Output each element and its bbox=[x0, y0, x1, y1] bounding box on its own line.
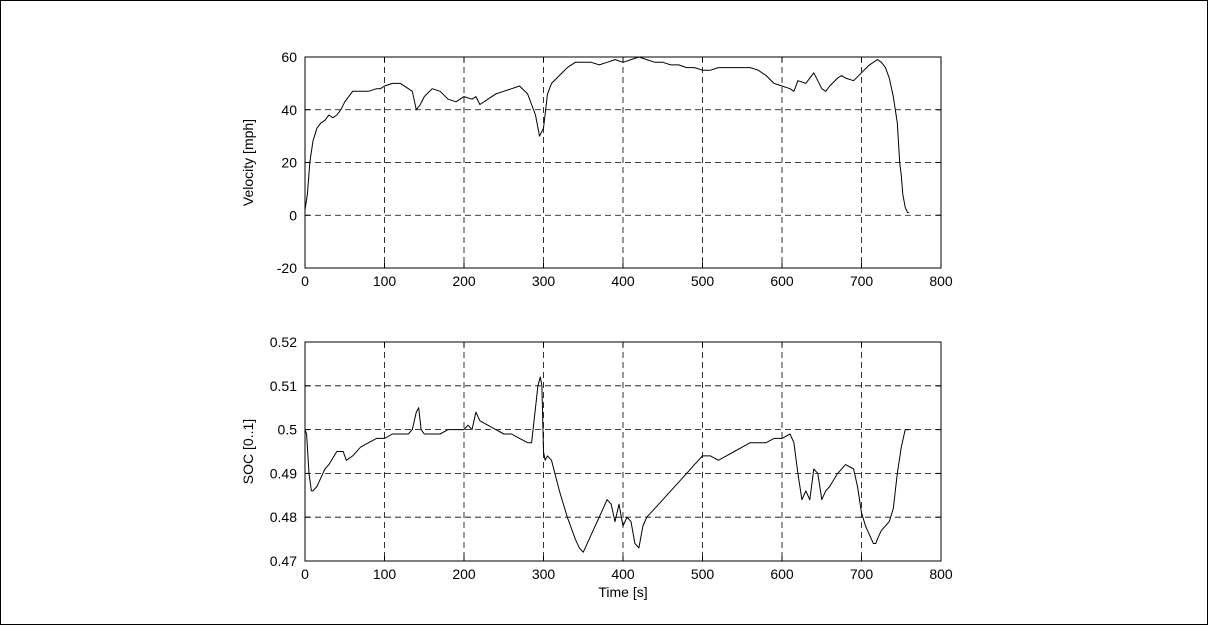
soc-xlabel: Time [s] bbox=[598, 584, 647, 600]
soc-ytick-label: 0.52 bbox=[270, 334, 297, 350]
velocity-ytick-label: 0 bbox=[289, 207, 297, 223]
soc-ylabel: SOC [0..1] bbox=[240, 419, 256, 484]
velocity-xtick-label: 700 bbox=[850, 273, 874, 289]
soc-ytick-label: 0.48 bbox=[270, 509, 297, 525]
soc-xtick-label: 500 bbox=[691, 566, 715, 582]
soc-ytick-label: 0.47 bbox=[270, 553, 297, 569]
velocity-ytick-label: -20 bbox=[277, 260, 297, 276]
soc-plot: 0 100 200 300 400 500 600 700 800 0.47 0.48 0.49 0.5… bbox=[240, 334, 953, 600]
velocity-xtick-label: 400 bbox=[611, 273, 635, 289]
velocity-xtick-label: 0 bbox=[301, 273, 309, 289]
soc-xtick-label: 600 bbox=[770, 566, 794, 582]
soc-xtick-label: 400 bbox=[611, 566, 635, 582]
soc-xtick-label: 100 bbox=[373, 566, 397, 582]
velocity-xtick-label: 600 bbox=[770, 273, 794, 289]
soc-xtick-label: 700 bbox=[850, 566, 874, 582]
soc-xtick-label: 800 bbox=[929, 566, 953, 582]
velocity-xtick-label: 500 bbox=[691, 273, 715, 289]
velocity-xtick-label: 200 bbox=[452, 273, 476, 289]
soc-ytick-label: 0.49 bbox=[270, 465, 297, 481]
velocity-ytick-label: 60 bbox=[281, 49, 297, 65]
velocity-ytick-label: 40 bbox=[281, 102, 297, 118]
velocity-series-line bbox=[304, 56, 910, 214]
velocity-xtick-label: 800 bbox=[929, 273, 953, 289]
soc-xtick-label: 200 bbox=[452, 566, 476, 582]
soc-ytick-label: 0.5 bbox=[278, 422, 298, 438]
velocity-ytick-label: 20 bbox=[281, 155, 297, 171]
soc-xtick-label: 0 bbox=[301, 566, 309, 582]
velocity-ylabel: Velocity [mph] bbox=[240, 119, 256, 206]
soc-xtick-label: 300 bbox=[532, 566, 556, 582]
velocity-plot: 0 100 200 300 400 500 600 700 800-200204060Veloc… bbox=[240, 49, 953, 289]
soc-series-line bbox=[304, 376, 910, 553]
soc-ytick-label: 0.51 bbox=[270, 378, 297, 394]
velocity-xtick-label: 300 bbox=[532, 273, 556, 289]
velocity-xtick-label: 100 bbox=[373, 273, 397, 289]
